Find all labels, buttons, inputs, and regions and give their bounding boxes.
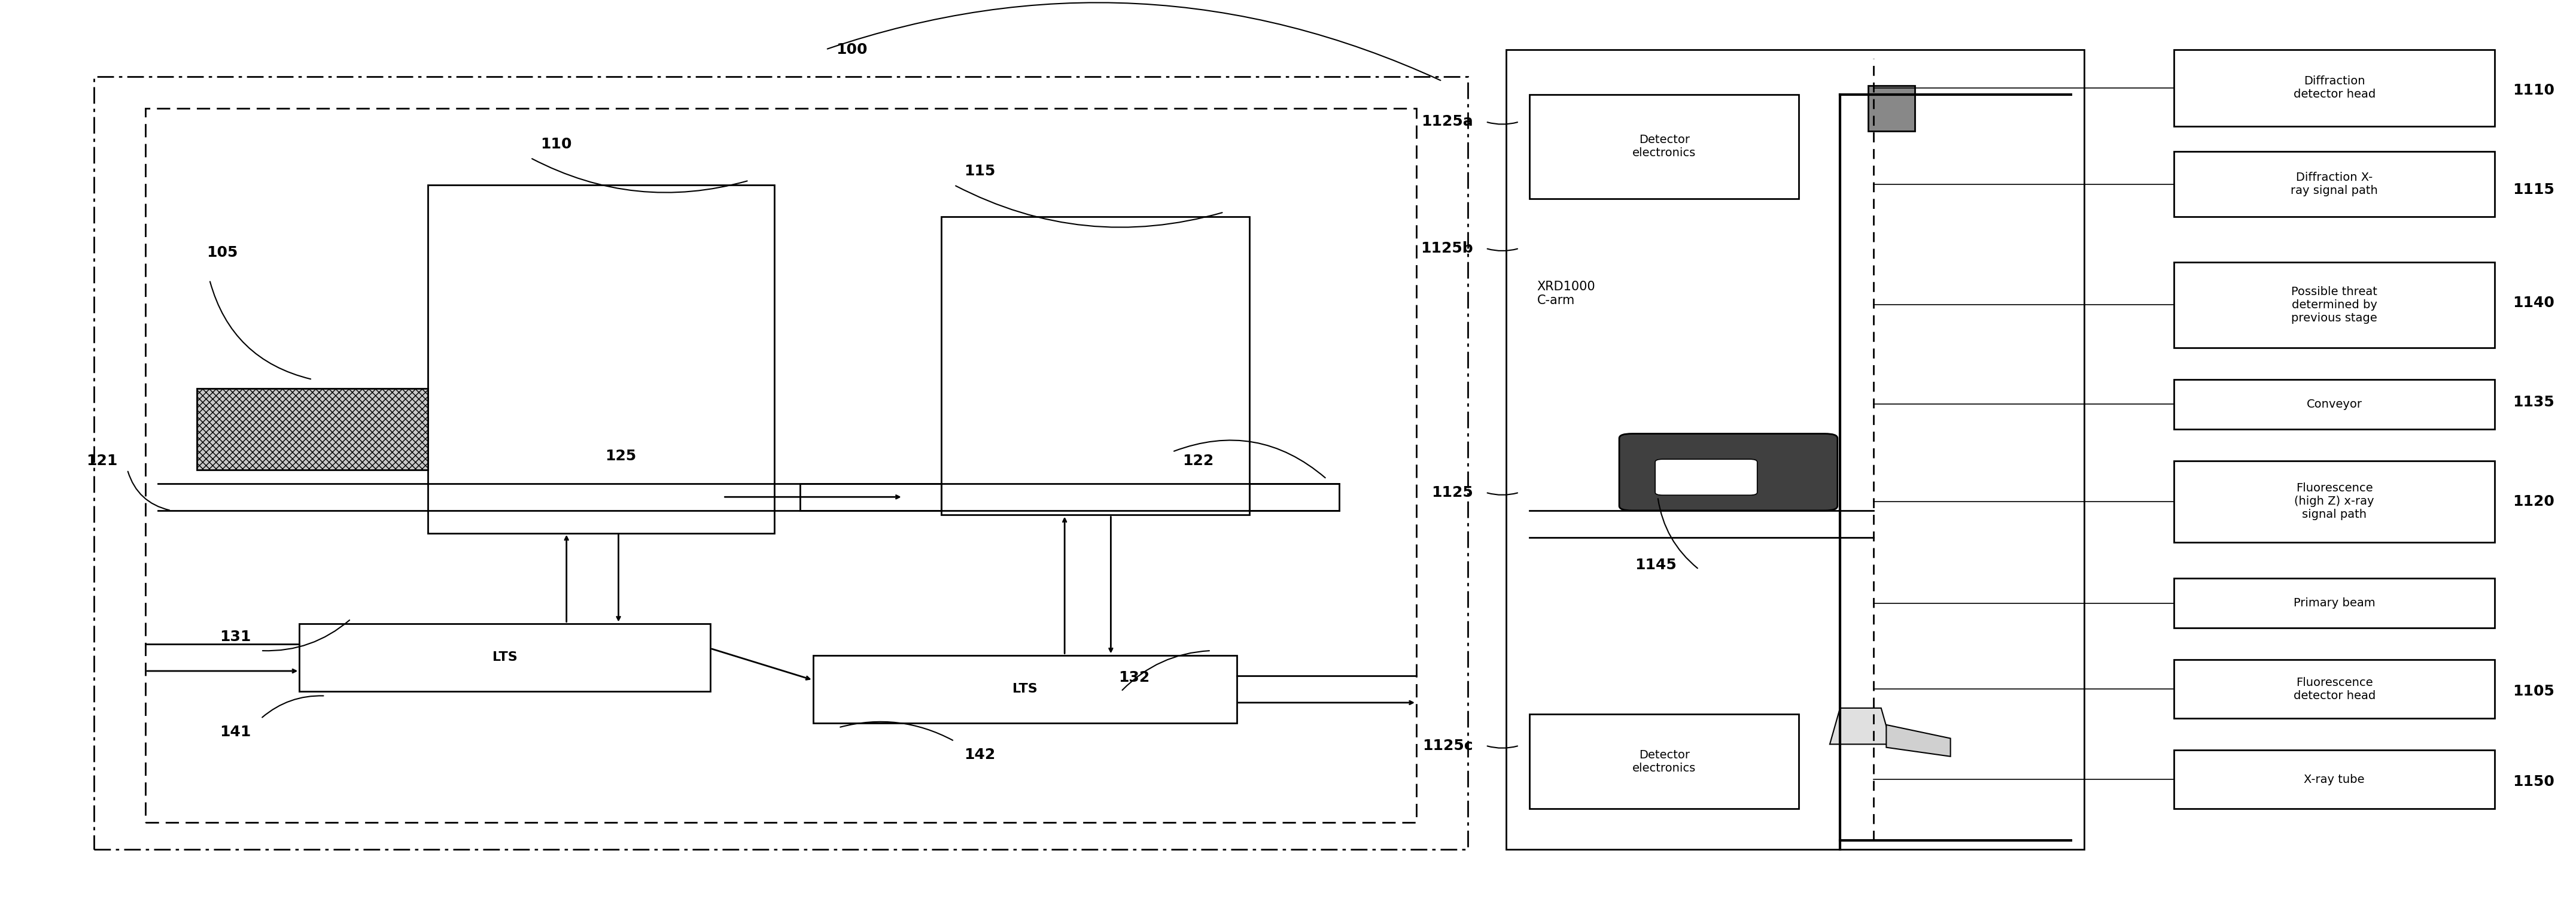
Text: 122: 122 [1182, 454, 1213, 468]
Bar [1530, 94, 1798, 199]
Text: Fluorescence
detector head: Fluorescence detector head [2293, 677, 2375, 702]
Text: 1125b: 1125b [1419, 241, 1473, 256]
FancyBboxPatch shape [1620, 434, 1837, 511]
Bar [2174, 50, 2494, 127]
Bar [801, 483, 940, 511]
Text: Diffraction X-
ray signal path: Diffraction X- ray signal path [2290, 171, 2378, 196]
Text: 105: 105 [206, 246, 237, 260]
Bar [1507, 50, 2084, 849]
Bar [2174, 659, 2494, 718]
Text: Conveyor: Conveyor [2306, 399, 2362, 410]
Text: 1110: 1110 [2512, 83, 2555, 97]
Text: 1135: 1135 [2512, 395, 2555, 409]
Bar [1249, 483, 1340, 511]
Text: 1140: 1140 [2512, 295, 2555, 310]
Text: 1125c: 1125c [1422, 738, 1473, 753]
Text: Fluorescence
(high Z) x-ray
signal path: Fluorescence (high Z) x-ray signal path [2295, 482, 2375, 520]
Text: Diffraction
detector head: Diffraction detector head [2293, 75, 2375, 100]
Polygon shape [1829, 708, 1891, 745]
Text: 1150: 1150 [2512, 775, 2555, 789]
Text: X-ray tube: X-ray tube [2303, 774, 2365, 785]
Bar [1868, 85, 1914, 131]
Text: 100: 100 [835, 42, 868, 57]
Text: 1115: 1115 [2512, 182, 2555, 197]
Text: 125: 125 [605, 449, 636, 463]
Text: 131: 131 [219, 630, 250, 645]
Text: Possible threat
determined by
previous stage: Possible threat determined by previous s… [2290, 286, 2378, 324]
Bar [428, 185, 775, 533]
Text: XRD1000
C-arm: XRD1000 C-arm [1538, 281, 1595, 306]
Bar [2174, 461, 2494, 542]
Polygon shape [1886, 724, 1950, 757]
Text: LTS: LTS [492, 651, 518, 663]
Text: 1125a: 1125a [1422, 115, 1473, 129]
Bar [196, 389, 428, 470]
Text: 121: 121 [85, 454, 118, 468]
Text: 1145: 1145 [1636, 558, 1677, 572]
Bar [2174, 579, 2494, 628]
Text: Detector
electronics: Detector electronics [1633, 135, 1695, 159]
Bar [2174, 750, 2494, 809]
Bar [299, 624, 711, 691]
Text: 115: 115 [963, 164, 994, 179]
Bar [144, 108, 1417, 823]
Text: Detector
electronics: Detector electronics [1633, 749, 1695, 774]
Bar [2174, 151, 2494, 216]
Text: 1125: 1125 [1432, 485, 1473, 500]
Text: Primary beam: Primary beam [2293, 598, 2375, 609]
FancyBboxPatch shape [1656, 459, 1757, 495]
Bar [940, 216, 1249, 515]
Bar [2174, 262, 2494, 348]
Text: 1105: 1105 [2512, 684, 2555, 699]
Text: 132: 132 [1118, 670, 1149, 685]
Text: 141: 141 [219, 724, 250, 739]
Text: 110: 110 [541, 138, 572, 151]
Text: LTS: LTS [1012, 683, 1038, 695]
Text: 142: 142 [963, 747, 994, 762]
Bar [1530, 714, 1798, 809]
Bar [2174, 380, 2494, 429]
Text: 1120: 1120 [2512, 494, 2555, 509]
Bar [95, 76, 1468, 849]
Bar [814, 655, 1236, 723]
